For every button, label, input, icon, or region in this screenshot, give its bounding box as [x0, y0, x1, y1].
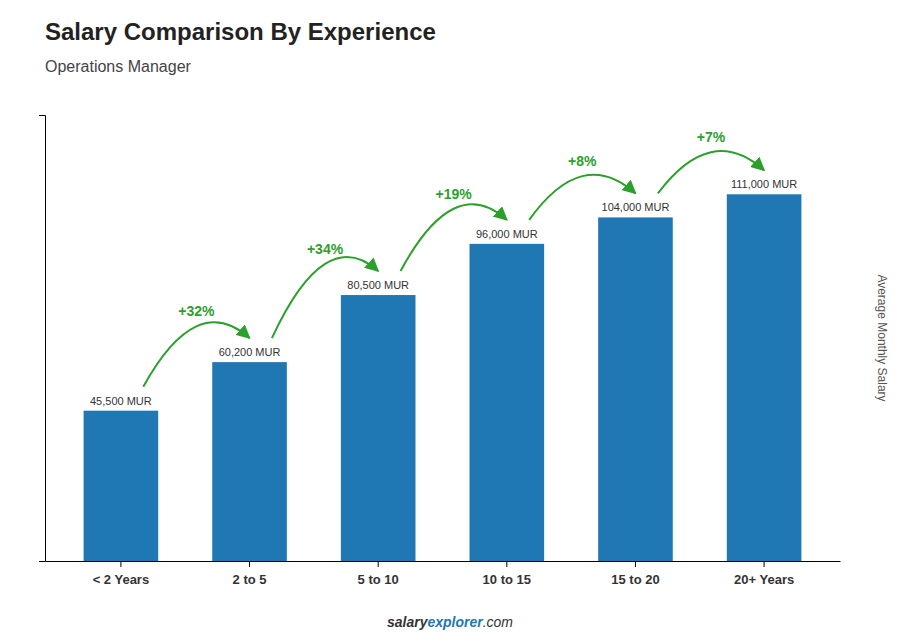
footer-part: salary: [387, 614, 429, 630]
footer-part: explorer: [427, 614, 484, 630]
x-tick: 20+ Years: [734, 561, 794, 587]
x-tick-mark: [120, 561, 121, 567]
growth-arrow: [143, 322, 249, 386]
bar: [84, 411, 159, 561]
data-label: 60,200 MUR: [219, 346, 281, 358]
bars: [84, 194, 802, 561]
x-tick: 10 to 15: [483, 561, 531, 587]
x-tick-mark: [249, 561, 250, 567]
x-tick-mark: [764, 561, 765, 567]
growth-label: +7%: [697, 129, 726, 145]
x-tick-label: 2 to 5: [233, 572, 267, 587]
y-axis-line: [39, 116, 46, 562]
x-tick: 15 to 20: [611, 561, 659, 587]
growth-arrow: [401, 204, 507, 271]
subtitle: Operations Manager: [45, 58, 192, 75]
plot: < 2 Years 2 to 5 5 to 10 10 to 15 15 to 20 20…: [39, 116, 841, 588]
growth-arrow: [272, 257, 378, 338]
growth-label: +19%: [436, 186, 473, 202]
x-tick-label: 20+ Years: [734, 572, 794, 587]
growth-label: +8%: [568, 153, 597, 169]
bar: [341, 295, 416, 561]
x-tick-label: 5 to 10: [358, 572, 399, 587]
x-tick-label: < 2 Years: [93, 572, 150, 587]
x-axis-line: [46, 561, 841, 562]
y-axis-title: Average Monthly Salary: [875, 274, 889, 401]
growth-arrow: [658, 151, 764, 193]
growth-arrow: [529, 175, 635, 220]
bar: [470, 244, 545, 561]
bar: [598, 217, 673, 561]
data-label: 80,500 MUR: [347, 279, 409, 291]
data-label: 111,000 MUR: [731, 178, 797, 190]
title: Salary Comparison By Experience: [45, 18, 436, 45]
x-tick: < 2 Years: [93, 561, 150, 587]
bar: [727, 194, 802, 561]
y-axis: [39, 116, 46, 562]
x-tick-mark: [635, 561, 636, 567]
annotations: +32% +34% +19% +8% +7%: [143, 129, 764, 387]
growth-label: +34%: [307, 241, 344, 257]
data-label: 96,000 MUR: [476, 228, 538, 240]
bar: [212, 362, 287, 561]
x-tick: 2 to 5: [233, 561, 267, 587]
x-tick-mark: [378, 561, 379, 567]
chart: Salary Comparison By Experience Operation…: [0, 0, 900, 641]
x-tick: 5 to 10: [358, 561, 399, 587]
data-labels: 45,500 MUR 60,200 MUR 80,500 MUR 96,000 MUR…: [90, 178, 797, 406]
x-tick-label: 15 to 20: [611, 572, 659, 587]
data-label: 104,000 MUR: [602, 201, 670, 213]
footer-part: .com: [483, 614, 514, 630]
data-label: 45,500 MUR: [90, 395, 152, 407]
growth-label: +32%: [178, 303, 215, 319]
x-axis: < 2 Years 2 to 5 5 to 10 10 to 15 15 to 20 20…: [46, 561, 841, 587]
x-tick-label: 10 to 15: [483, 572, 531, 587]
footer: salaryexplorer.com: [387, 614, 513, 630]
x-tick-mark: [506, 561, 507, 567]
